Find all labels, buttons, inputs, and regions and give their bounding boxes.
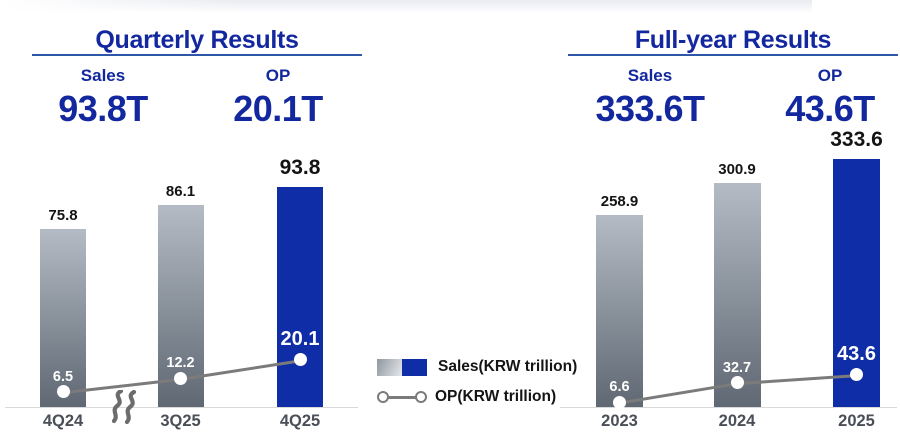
legend: Sales(KRW trillion) OP(KRW trillion): [377, 358, 577, 406]
sales-bar-2024: [713, 183, 761, 407]
op-value-label: 43.6: [837, 342, 876, 365]
fullyear-results-panel: Full-year Results Sales 333.6T OP 43.6T: [568, 24, 898, 134]
x-axis-label-3Q25: 3Q25: [160, 412, 201, 430]
legend-sales-row: Sales(KRW trillion): [377, 358, 577, 376]
op-value-label: 6.6: [609, 379, 630, 396]
sales-value-label: 75.8: [48, 207, 78, 225]
legend-op-row: OP(KRW trillion): [377, 388, 577, 406]
op-value-label: 12.2: [166, 355, 195, 372]
quarterly-panel-title: Quarterly Results: [95, 26, 299, 54]
op-value-label: 32.7: [722, 359, 752, 376]
x-axis-label-2023: 2023: [601, 412, 638, 430]
x-axis-label-4Q25: 4Q25: [279, 412, 321, 430]
legend-op-label: OP(KRW trillion): [435, 388, 557, 405]
x-axis-label-4Q24: 4Q24: [42, 412, 84, 430]
quarterly-chart: 75.8 6.5 4Q24 86.1 12.2 3Q25 93.8 20.1 4Q25: [5, 150, 358, 430]
sales-value-label: 333.6: [830, 128, 883, 151]
sales-value-label: 300.9: [718, 161, 756, 179]
sales-bar-2025: [833, 159, 880, 407]
sales-label: Sales: [627, 66, 673, 85]
op-point: [293, 353, 307, 367]
sales-gray-swatch-icon: [377, 358, 402, 376]
op-value: 43.6T: [785, 88, 875, 129]
quarterly-op-summary: OP 20.1T: [233, 66, 323, 130]
op-point: [613, 395, 626, 409]
sales-label: Sales: [80, 66, 126, 85]
sales-bar-4Q25: [277, 187, 323, 407]
op-value-label: 20.1: [280, 327, 320, 350]
fullyear-op-summary: OP 43.6T: [785, 66, 875, 130]
op-label: OP: [265, 66, 291, 85]
sales-value: 93.8T: [58, 88, 148, 129]
sales-blue-swatch-icon: [402, 358, 427, 376]
sales-value-label: 258.9: [600, 192, 639, 210]
op-point: [56, 385, 70, 399]
legend-sales-label: Sales(KRW trillion): [438, 358, 578, 375]
sales-bar-2023: [596, 214, 643, 407]
title-underline: [32, 54, 362, 56]
sales-value-label: 93.8: [279, 156, 321, 179]
op-point: [174, 371, 187, 385]
op-line-marker-icon: [377, 391, 427, 403]
axis-break-icon: [111, 390, 137, 424]
quarterly-results-panel: Quarterly Results Sales 93.8T OP 20.1T: [32, 24, 362, 134]
op-value-label: 6.5: [52, 368, 74, 385]
op-label: OP: [817, 66, 843, 85]
op-value: 20.1T: [233, 88, 323, 129]
quarterly-sales-summary: Sales 93.8T: [58, 66, 148, 130]
sales-bar-4Q24: [40, 229, 86, 407]
fullyear-chart: 258.9 6.6 2023 300.9 32.7 2024 333.6 43.6 2025: [560, 128, 897, 430]
op-point: [850, 368, 863, 382]
x-axis-label-2024: 2024: [718, 412, 756, 430]
op-point: [730, 376, 744, 390]
fullyear-sales-summary: Sales 333.6T: [595, 66, 705, 130]
title-underline: [568, 54, 898, 56]
top-decoration: [0, 0, 812, 13]
sales-value-label: 86.1: [165, 183, 196, 201]
x-axis-label-2025: 2025: [838, 412, 875, 430]
fullyear-panel-title: Full-year Results: [634, 26, 832, 54]
sales-value: 333.6T: [595, 88, 705, 129]
